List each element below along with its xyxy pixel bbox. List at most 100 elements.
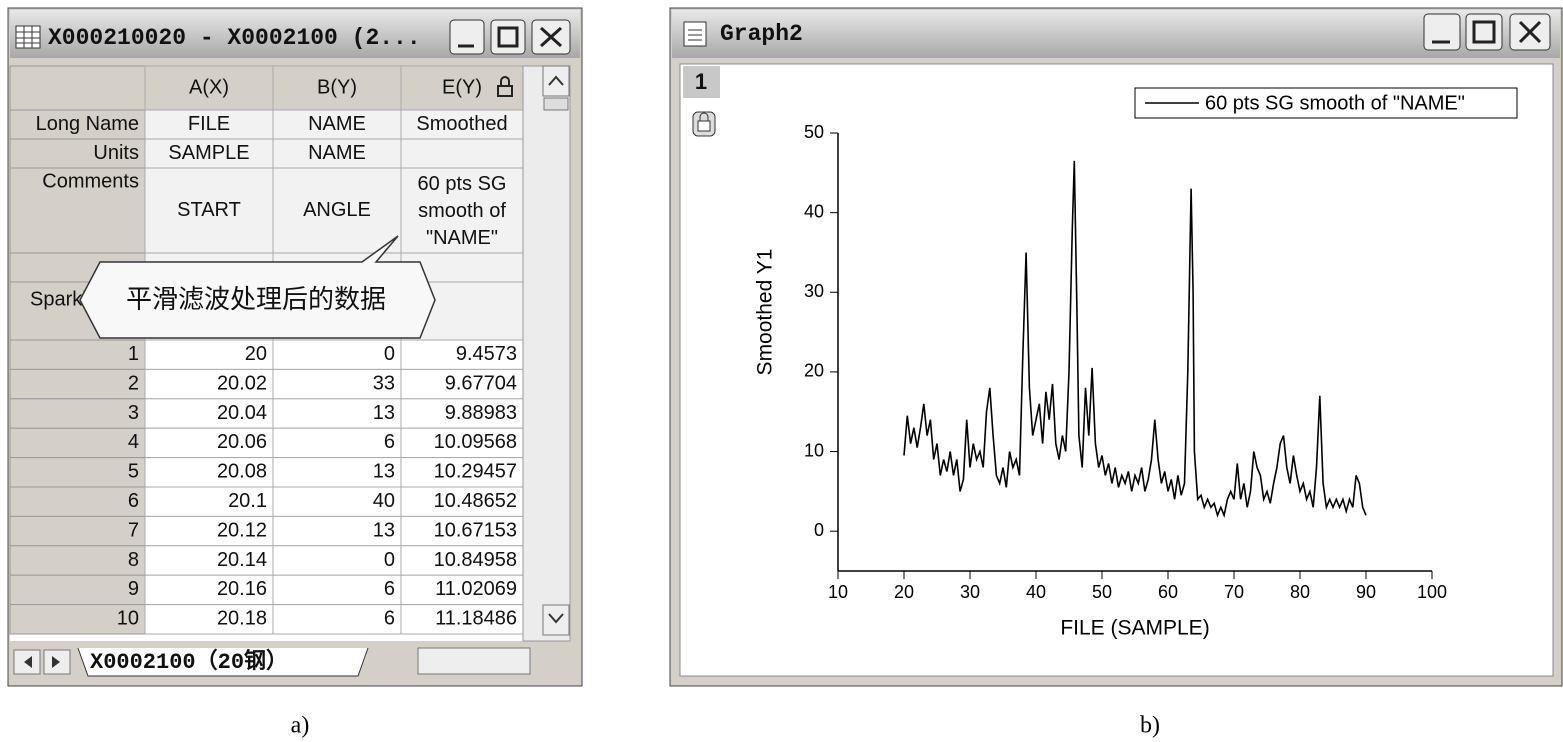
vertical-scrollbar[interactable] (522, 65, 571, 642)
y-tick-label: 40 (804, 201, 824, 221)
row-index: 5 (128, 461, 139, 483)
data-cell: 11.18486 (435, 608, 517, 630)
row-header-cell (9, 457, 146, 488)
data-cell: 20.12 (217, 519, 267, 541)
column-header: A(X) (189, 76, 229, 98)
comment-cell: 60 pts SG smooth of "NAME" (417, 173, 507, 249)
row-index: 7 (128, 519, 139, 541)
graph-page (679, 63, 1554, 677)
layer-number[interactable]: 1 (695, 69, 707, 94)
data-cell: 0 (384, 343, 395, 365)
meta-cell: NAME (308, 142, 366, 164)
data-cell: 20.02 (217, 372, 267, 394)
data-cell: 10.09568 (434, 431, 517, 453)
data-cell: 20.18 (217, 608, 267, 630)
legend-label: 60 pts SG smooth of "NAME" (1205, 92, 1465, 114)
data-cell: 33 (373, 372, 395, 394)
graph-icon (683, 21, 707, 47)
row-header-cell (9, 486, 146, 517)
data-cell: 6 (384, 431, 395, 453)
y-tick-label: 30 (804, 281, 824, 301)
x-tick-label: 30 (960, 582, 980, 602)
cell (400, 167, 524, 254)
y-tick-label: 50 (804, 122, 824, 142)
row-header-cell (9, 515, 146, 547)
window-title: X000210020 - X0002100 (2... (48, 25, 421, 51)
cell (144, 574, 274, 606)
x-tick-label: 40 (1026, 582, 1046, 602)
x-tick-label: 70 (1224, 582, 1244, 602)
y-tick-label: 0 (814, 520, 824, 540)
sheet-tab-bar[interactable] (10, 643, 580, 683)
cell (144, 339, 274, 370)
cell (272, 167, 402, 254)
cell (272, 574, 402, 606)
cell (400, 109, 524, 140)
data-cell: 20 (245, 343, 267, 365)
layer-tab[interactable] (683, 66, 720, 98)
window-buttons[interactable] (449, 19, 571, 55)
cell (144, 109, 274, 140)
data-cell: 20.14 (217, 549, 267, 571)
y-axis-label: Smoothed Y1 (754, 249, 777, 376)
cell (272, 339, 402, 370)
row-index: 4 (128, 431, 139, 453)
grid: A(X) B(Y) E(Y) Long Name FILE NAME Smoothed Uni… (9, 65, 524, 635)
data-cell: 13 (373, 461, 395, 483)
data-cell: 13 (373, 519, 395, 541)
row-header-cell (9, 398, 146, 429)
data-cell: 20.08 (217, 461, 267, 483)
cell (144, 368, 274, 400)
row-header-cell (9, 339, 146, 370)
meta-label: Long Name (36, 113, 139, 135)
meta-cell: SAMPLE (168, 142, 249, 164)
row-index: 10 (117, 608, 139, 630)
cell (400, 339, 524, 370)
data-cell: 13 (373, 402, 395, 424)
cell (272, 368, 402, 400)
data-cell: 20.16 (217, 578, 267, 600)
meta-cell: START (177, 199, 241, 221)
column-header: E(Y) (442, 76, 482, 98)
data-cell: 10.48652 (434, 490, 517, 512)
cell (144, 167, 274, 254)
meta-cell: FILE (188, 113, 230, 135)
title-bar (672, 10, 1560, 58)
cell (272, 109, 402, 140)
meta-cell: Smoothed (416, 113, 507, 135)
data-cell: 6 (384, 608, 395, 630)
cell (400, 574, 524, 606)
cell (144, 427, 274, 459)
data-cell: 10.84958 (434, 549, 517, 571)
meta-cell: NAME (308, 113, 366, 135)
y-tick-label: 10 (804, 440, 824, 460)
window-buttons[interactable] (1423, 13, 1551, 51)
sheet-tab[interactable]: X0002100（20钢） (90, 648, 288, 675)
row-header-cell (9, 65, 146, 111)
row-index: 6 (128, 490, 139, 512)
cell (272, 604, 402, 635)
caption: b) (1140, 713, 1160, 739)
caption: a) (291, 713, 310, 739)
column-header: B(Y) (317, 76, 357, 98)
row-header-cell (9, 427, 146, 459)
data-cell: 11.02069 (435, 578, 517, 600)
x-tick-label: 20 (894, 582, 914, 602)
cell (272, 545, 402, 576)
cell (272, 427, 402, 459)
data-cell: 9.67704 (445, 372, 517, 394)
chart: 0 10 20 30 40 50 10 20 30 40 50 60 70 80 90 100 FILE (SA… (754, 87, 1518, 640)
row-header-cell (9, 574, 146, 606)
x-tick-label: 50 (1092, 582, 1112, 602)
meta-cell: ANGLE (303, 199, 371, 221)
data-cell: 20.06 (217, 431, 267, 453)
title-bar (10, 10, 580, 58)
row-index: 9 (128, 578, 139, 600)
row-index: 1 (128, 343, 139, 365)
lock-icon (497, 76, 513, 97)
data-cell: 9.88983 (445, 402, 517, 424)
cell (144, 604, 274, 635)
sheet-icon (15, 25, 41, 49)
